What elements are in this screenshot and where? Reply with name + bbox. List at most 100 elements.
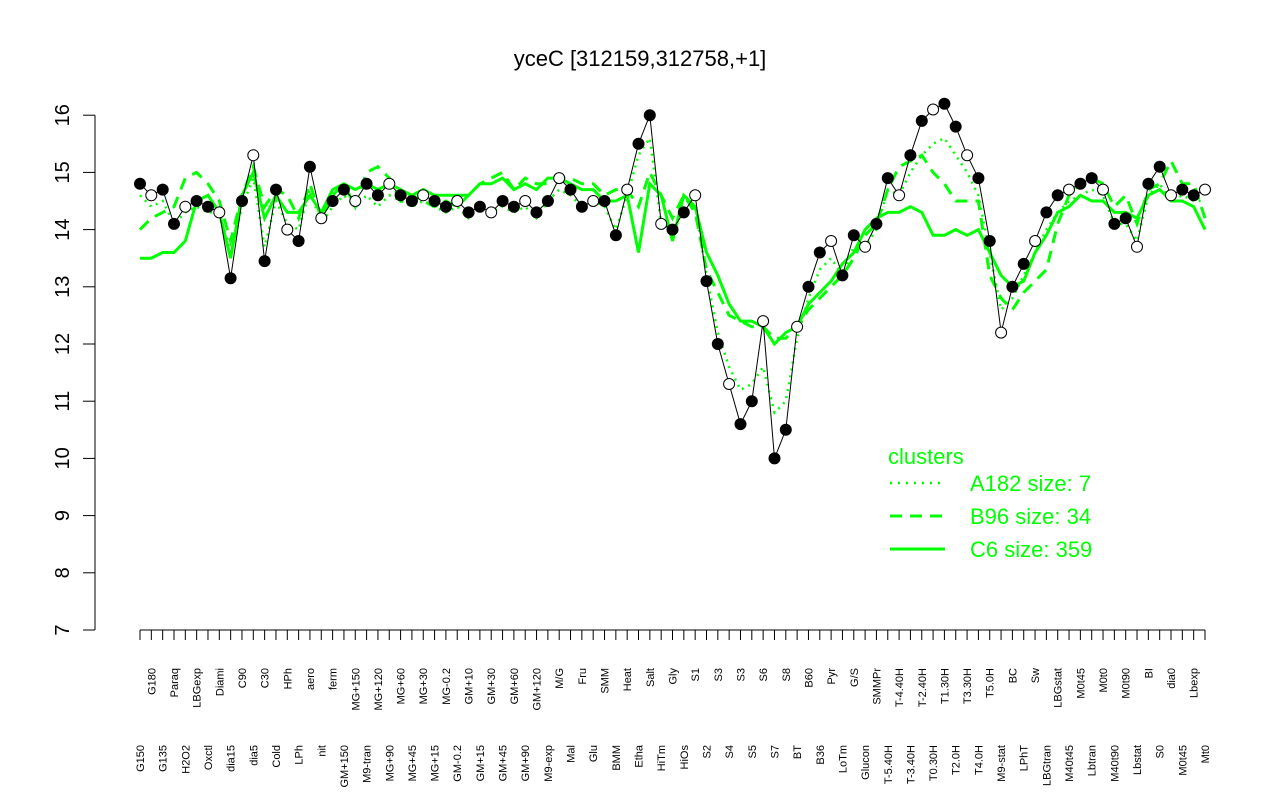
y-axis: 7 8 9 10 11 12 13 14 15 16 <box>52 104 96 636</box>
data-point <box>757 315 770 328</box>
x-tick-label: T2.0H <box>951 745 963 775</box>
data-point <box>439 200 452 213</box>
data-point <box>1051 189 1064 202</box>
x-tick-label: C30 <box>260 668 272 688</box>
x-tick-label: Glucon <box>860 745 872 780</box>
data-point <box>983 235 996 247</box>
x-tick-label: LPh <box>294 745 306 765</box>
data-point <box>949 120 962 133</box>
x-tick-label: M/G <box>554 668 566 689</box>
data-point <box>859 240 872 253</box>
x-tick-label: Fru <box>577 668 589 685</box>
x-tick-label: S2 <box>701 745 713 758</box>
data-point <box>621 183 634 196</box>
cluster-c6-line <box>140 168 1207 347</box>
data-point <box>303 160 316 173</box>
data-point <box>1097 183 1109 196</box>
x-tick-label: S6 <box>758 668 770 681</box>
data-point <box>1199 183 1211 196</box>
x-tick-label: Salt <box>645 668 657 687</box>
x-tick-label: T-2.40H <box>917 668 929 707</box>
data-point <box>1006 280 1019 293</box>
x-tick-label: M0t0 <box>1098 668 1110 692</box>
x-tick-label: dia5 <box>248 745 260 766</box>
x-tick-label: MG+120 <box>373 668 385 711</box>
data-point <box>394 189 407 202</box>
x-tick-label: M0t45 <box>1075 668 1087 699</box>
x-tick-label: G180 <box>146 668 158 695</box>
x-tick-label: T4.0H <box>973 745 985 775</box>
x-tick-label: C90 <box>237 668 249 688</box>
data-point <box>711 338 724 350</box>
x-tick-label: MG+60 <box>396 668 408 704</box>
data-point <box>1187 189 1200 202</box>
data-point <box>496 195 509 207</box>
x-tick-label: G150 <box>135 745 147 772</box>
legend: clusters A182 size: 7 B96 size: 34 C6 size… <box>888 444 1092 562</box>
data-point <box>564 183 577 196</box>
x-tick-label: Gly <box>668 668 680 685</box>
data-point <box>417 189 430 202</box>
data-point <box>553 172 566 185</box>
x-tick-label: BMM <box>611 745 623 771</box>
data-point <box>1165 189 1177 202</box>
x-tick-label: dia15 <box>226 745 238 772</box>
data-point <box>156 183 169 196</box>
x-tick-label: Etha <box>634 744 646 768</box>
data-point <box>258 255 271 268</box>
x-tick-label: GM+45 <box>498 745 510 781</box>
x-tick-label: GM+60 <box>509 668 521 704</box>
data-point <box>224 272 237 285</box>
y-tick-label: 9 <box>52 510 74 521</box>
y-tick-label: 15 <box>52 161 74 183</box>
data-point <box>745 395 758 408</box>
y-tick-label: 13 <box>52 276 74 298</box>
x-tick-label: S4 <box>724 745 736 758</box>
x-tick-label: S3 <box>713 668 725 681</box>
x-tick-label: LBGstat <box>1053 668 1065 708</box>
y-tick-label: 12 <box>52 333 74 355</box>
data-point <box>1153 160 1166 173</box>
x-tick-label: dia0 <box>1166 668 1178 689</box>
data-point <box>428 195 441 207</box>
x-axis: G150 G180 G135 Paraq H2O2 LBGexp Oxctl Diami dia… <box>135 629 1212 788</box>
x-tick-label: T-3.40H <box>905 745 917 784</box>
data-point <box>1063 183 1075 196</box>
data-point <box>632 137 645 150</box>
cluster-a182-line <box>139 134 1205 416</box>
x-tick-label: BI <box>1143 668 1155 678</box>
data-point <box>473 200 486 213</box>
data-point <box>1074 177 1087 190</box>
x-tick-label: T1.30H <box>939 668 951 704</box>
legend-label: A182 size: 7 <box>970 471 1091 496</box>
data-point <box>507 200 520 213</box>
data-point <box>1017 257 1030 270</box>
data-point <box>1119 212 1132 225</box>
x-tick-label: G/S <box>849 668 861 687</box>
data-point <box>202 200 214 213</box>
data-point <box>371 189 384 202</box>
data-point <box>587 195 600 207</box>
x-tick-label: T0.30H <box>928 745 940 781</box>
data-point <box>995 326 1008 339</box>
data-point <box>213 206 226 219</box>
data-point <box>881 172 894 185</box>
data-point <box>961 149 974 162</box>
x-tick-label: BC <box>1007 668 1019 683</box>
data-point <box>1142 177 1155 190</box>
x-tick-label: LBGexp <box>192 668 204 708</box>
data-point <box>270 183 282 196</box>
x-tick-label: T3.30H <box>962 668 974 704</box>
x-tick-label: Cold <box>271 745 283 768</box>
data-point <box>236 195 248 207</box>
x-tick-label: GM+150 <box>339 745 351 788</box>
y-tick-label: 11 <box>52 391 74 412</box>
legend-title: clusters <box>888 444 964 469</box>
x-tick-label: nit <box>316 745 328 757</box>
data-point <box>700 275 713 288</box>
data-point <box>893 189 906 202</box>
x-tick-label: Heat <box>622 668 634 691</box>
data-point <box>938 97 951 110</box>
x-tick-label: M9-stat <box>996 745 1008 782</box>
x-tick-label: Pyr <box>826 668 838 685</box>
